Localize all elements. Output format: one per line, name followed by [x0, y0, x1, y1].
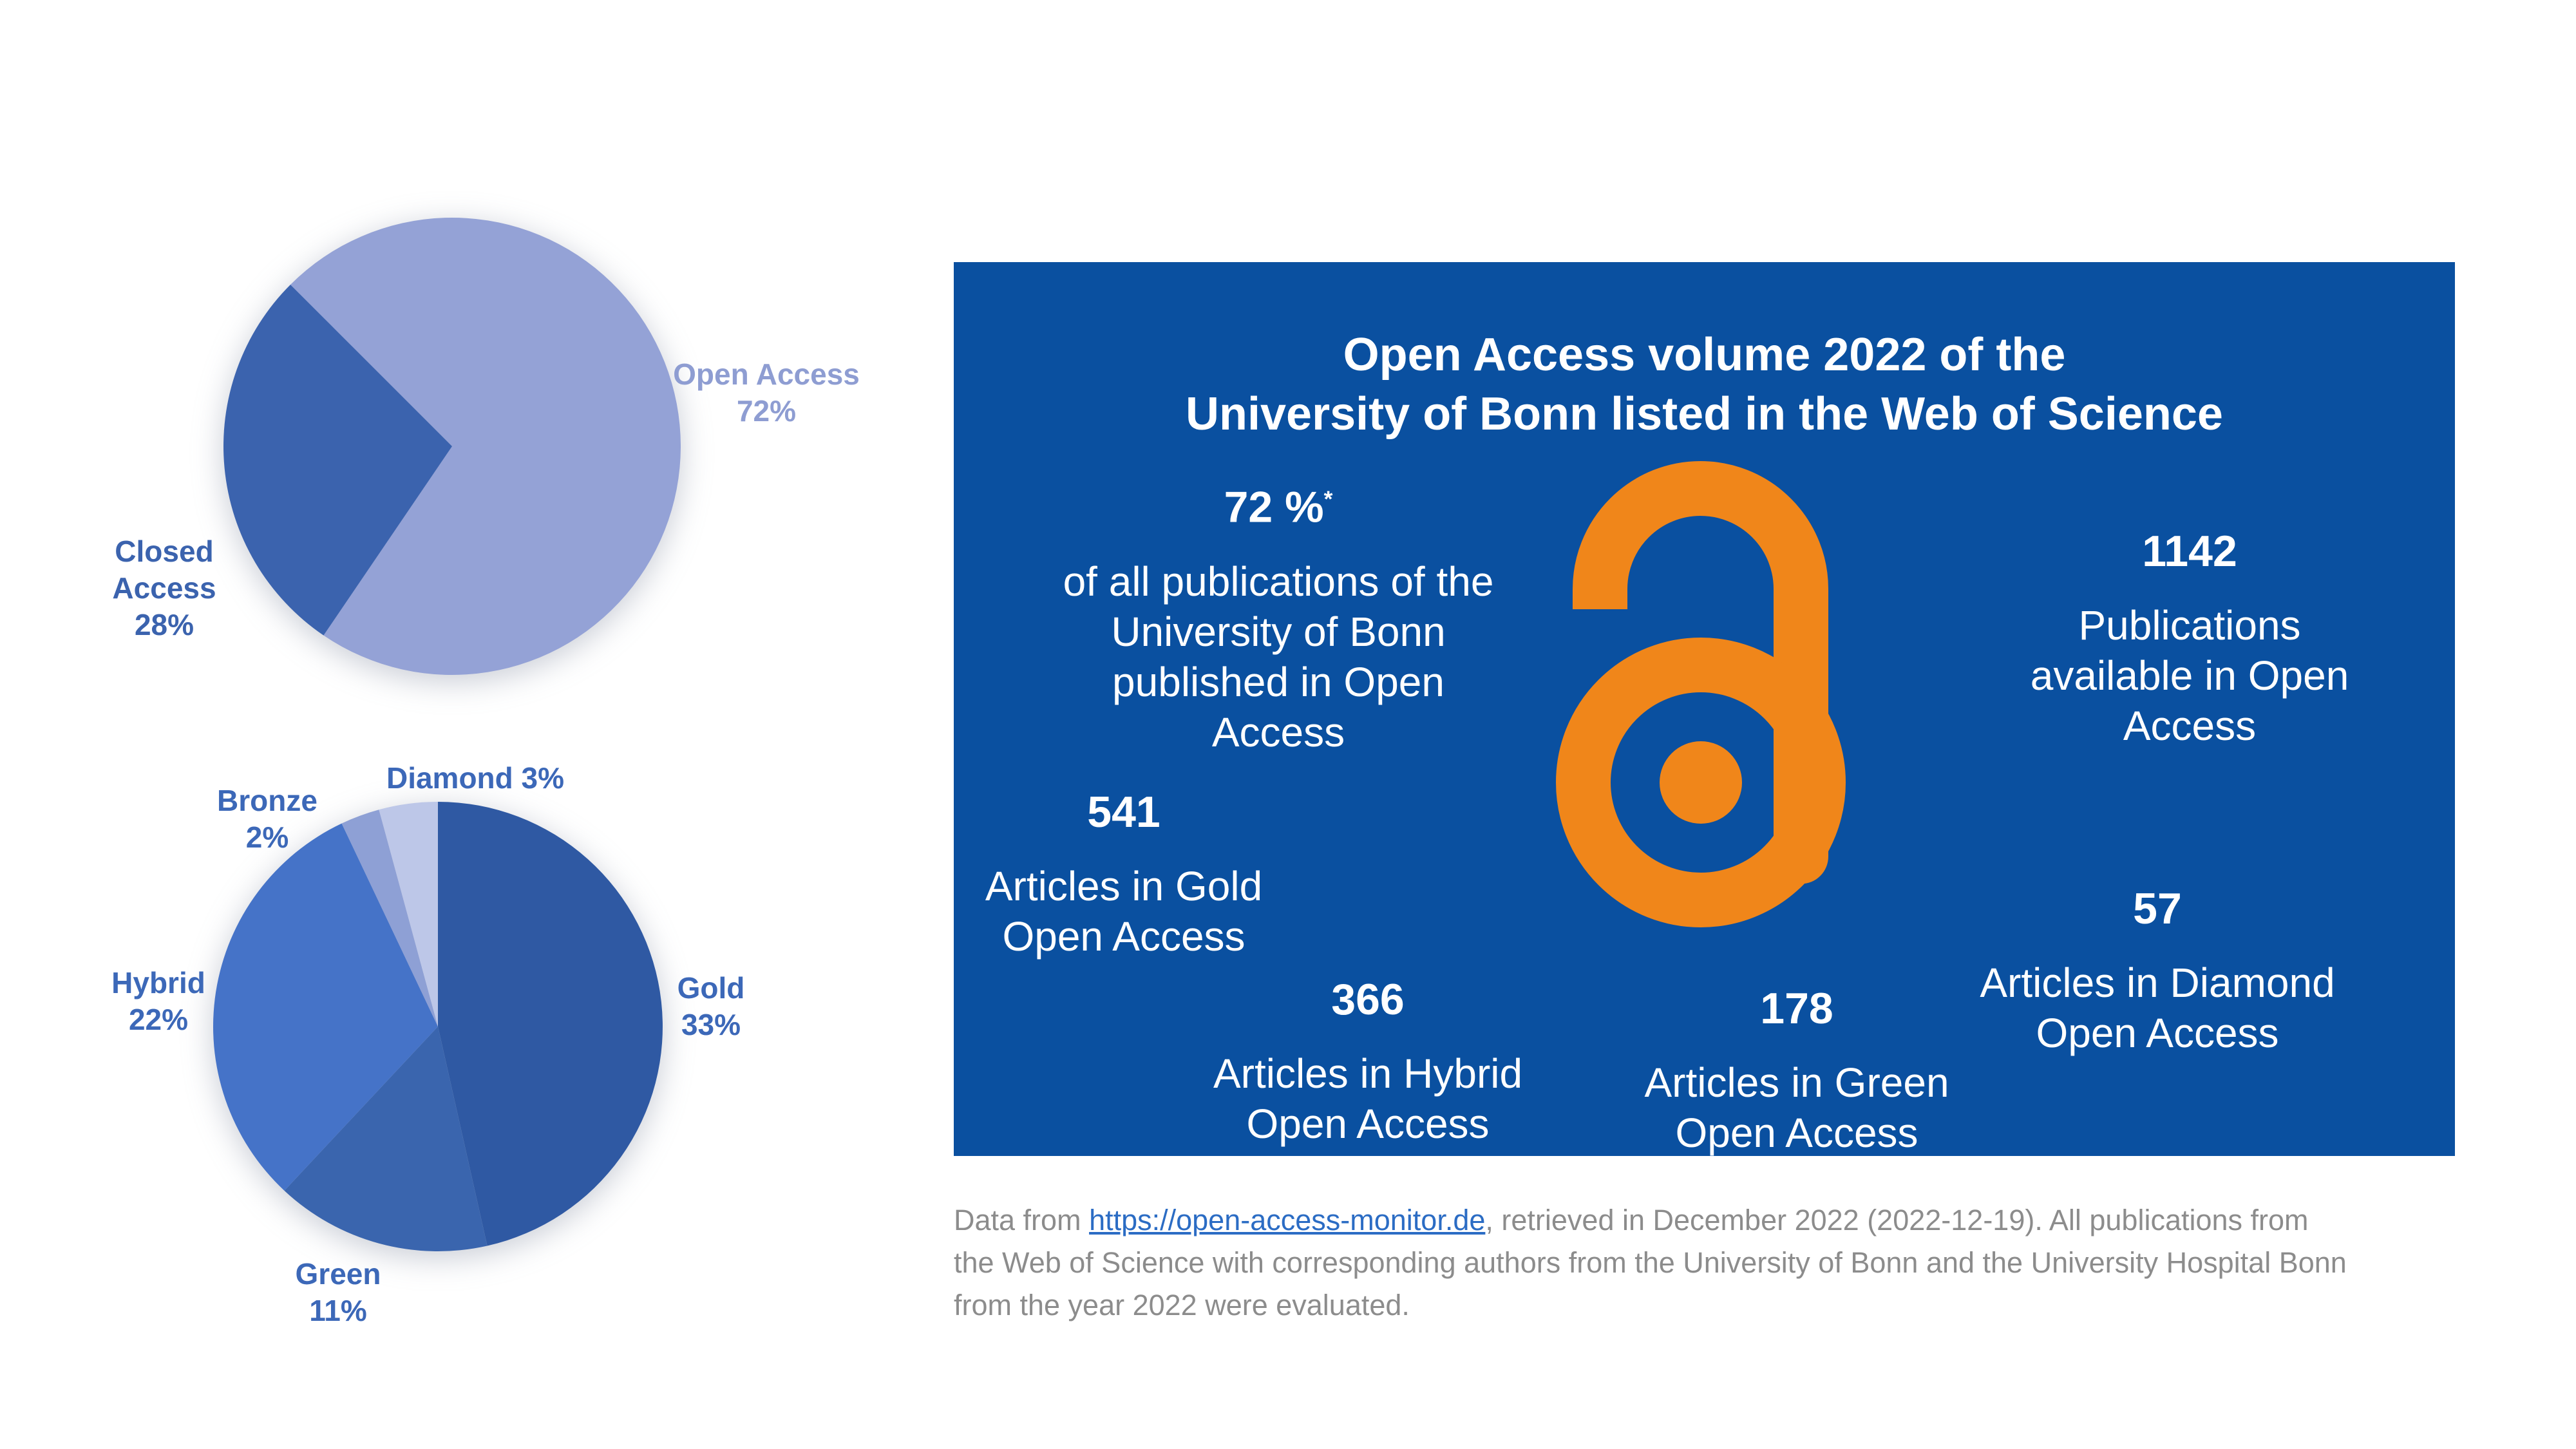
- stat-diamond-articles: 57 Articles in Diamond Open Access: [1980, 860, 2334, 1081]
- stat-total-number: 1142: [2142, 527, 2237, 576]
- open-access-infobox: Open Access volume 2022 of the Universit…: [954, 262, 2455, 1156]
- footnote-line-1: Data from https://open-access-monitor.de…: [954, 1199, 2347, 1242]
- stat-green-text: Articles in Green Open Access: [1644, 1059, 1949, 1156]
- pie-slice-open-access: [290, 218, 681, 675]
- pie-slice-closed-access: [223, 284, 452, 636]
- padlock-body-ring: [1556, 638, 1846, 927]
- padlock-shackle: [1573, 461, 1828, 803]
- stat-total-text: Publications available in Open Access: [2030, 602, 2349, 749]
- stat-gold-number: 541: [1087, 788, 1160, 837]
- padlock-keyhole-dot: [1660, 741, 1742, 824]
- footnote-line-3: from the year 2022 were evaluated.: [954, 1289, 1410, 1321]
- pie2-label-hybrid: Hybrid 22%: [111, 966, 205, 1036]
- pie1-label-open-access: Open Access 72%: [673, 357, 860, 428]
- stat-total-publications: 1142 Publications available in Open Acce…: [2031, 502, 2349, 774]
- stat-diamond-number: 57: [2133, 884, 2182, 933]
- stat-percent-open-access: 72 %* of all publications of the Univers…: [1063, 451, 1494, 781]
- pie1-label-closed-access: Closed Access 28%: [112, 535, 216, 641]
- pie-chart-open-vs-closed: [223, 218, 681, 675]
- stat-hybrid-articles: 366 Articles in Hybrid Open Access: [1213, 951, 1522, 1172]
- pie-slice-diamond: [379, 802, 438, 1027]
- footnote-asterisk: *: [1323, 487, 1333, 512]
- infobox-title: Open Access volume 2022 of the Universit…: [1186, 329, 2223, 440]
- pie-chart-open-access-types: [213, 802, 663, 1251]
- open-access-logo-icon: [1556, 461, 1846, 927]
- pie-slice-bronze: [341, 810, 438, 1027]
- pie2-label-bronze: Bronze 2%: [217, 784, 317, 854]
- open-access-monitor-link[interactable]: https://open-access-monitor.de: [1089, 1204, 1486, 1236]
- stat-diamond-text: Articles in Diamond Open Access: [1980, 960, 2335, 1056]
- stat-percent-text: of all publications of the University of…: [1063, 558, 1494, 755]
- stat-gold-articles: 541 Articles in Gold Open Access: [985, 763, 1262, 985]
- pie-slice-gold: [438, 802, 663, 1246]
- stat-hybrid-text: Articles in Hybrid Open Access: [1213, 1050, 1523, 1147]
- pie-slice-hybrid: [213, 823, 438, 1191]
- footnote-line-1-rest: , retrieved in December 2022 (2022-12-19…: [1485, 1204, 2309, 1236]
- data-source-note: Data from https://open-access-monitor.de…: [954, 1199, 2347, 1327]
- pie-slice-green: [284, 1027, 488, 1251]
- stat-green-number: 178: [1760, 984, 1833, 1033]
- pie2-label-diamond: Diamond 3%: [386, 761, 565, 795]
- pie2-label-gold: Gold 33%: [677, 971, 745, 1041]
- pie2-label-green: Green 11%: [295, 1257, 381, 1327]
- stat-percent-number: 72 %*: [1224, 482, 1333, 532]
- stat-gold-text: Articles in Gold Open Access: [985, 863, 1263, 960]
- footnote-prefix: Data from: [954, 1204, 1090, 1236]
- stat-green-articles: 178 Articles in Green Open Access: [1644, 960, 1949, 1181]
- footnote-line-2: the Web of Science with corresponding au…: [954, 1246, 2347, 1279]
- stat-hybrid-number: 366: [1331, 975, 1405, 1024]
